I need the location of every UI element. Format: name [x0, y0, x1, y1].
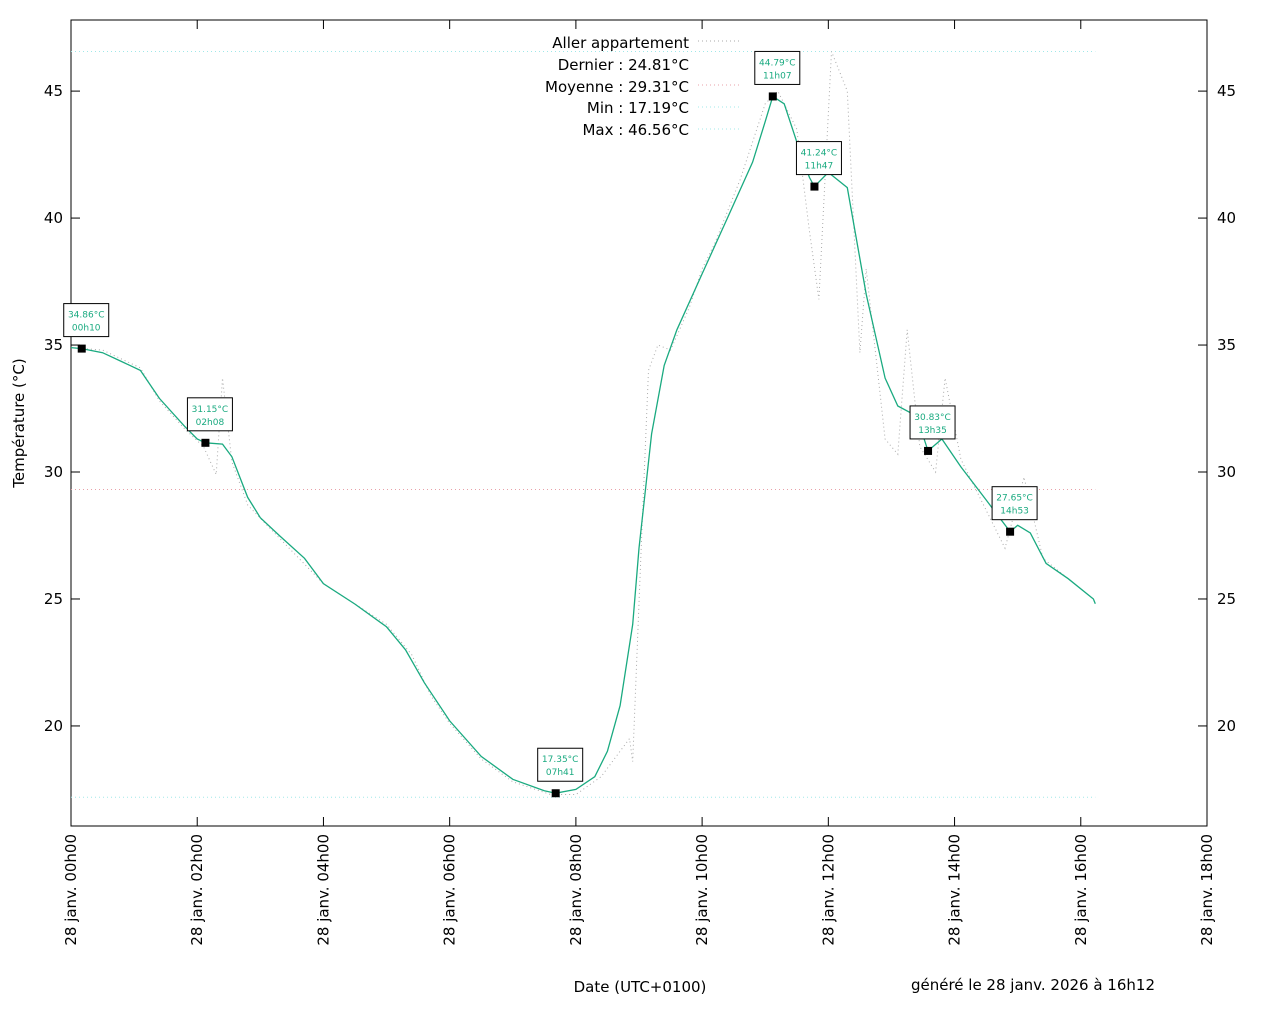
annotation-box: [991, 486, 1038, 521]
y-tick-label-right: 40: [1217, 209, 1236, 227]
annotation-time: 11h07: [763, 71, 792, 81]
annotation-box: [186, 397, 233, 432]
x-tick-label: 28 janv. 18h00: [1198, 834, 1216, 946]
annotation-marker: [77, 344, 86, 353]
x-tick-label: 28 janv. 02h00: [188, 834, 206, 946]
annotation-value: 30.83°C: [914, 413, 951, 423]
annotation-value: 34.86°C: [68, 311, 105, 321]
annotation-value: 17.35°C: [542, 755, 579, 765]
raw-series-line: [70, 51, 1096, 795]
annotation-box: [754, 50, 801, 85]
annotation: 34.86°C 00h10: [63, 303, 110, 353]
annotation-time: 11h47: [805, 162, 834, 172]
x-tick-label: 28 janv. 04h00: [314, 834, 332, 946]
legend-mean: Moyenne : 29.31°C: [545, 78, 689, 96]
y-tick-label: 30: [44, 463, 63, 481]
annotation-time: 00h10: [72, 324, 101, 334]
annotation-time: 02h08: [196, 418, 225, 428]
y-tick-label: 35: [44, 336, 63, 354]
annotation-time: 14h53: [1000, 507, 1029, 517]
annotation-box: [795, 141, 842, 176]
x-tick-label: 28 janv. 08h00: [567, 834, 585, 946]
annotation-box: [537, 747, 584, 782]
annotation-marker: [551, 789, 560, 798]
annotation-value: 31.15°C: [192, 405, 229, 415]
legend-min: Min : 17.19°C: [587, 99, 689, 117]
annotation-marker: [924, 446, 933, 455]
y-tick-label: 20: [44, 717, 63, 735]
y-tick-label: 25: [44, 590, 63, 608]
annotation-marker: [201, 438, 210, 447]
y-tick-label-right: 35: [1217, 336, 1236, 354]
x-tick-label: 28 janv. 14h00: [946, 834, 964, 946]
annotation-marker: [768, 92, 777, 101]
annotation-value: 41.24°C: [801, 149, 838, 159]
annotation-value: 27.65°C: [996, 494, 1033, 504]
annotation-marker: [810, 182, 819, 191]
annotation-box: [909, 405, 956, 440]
x-tick-label: 28 janv. 12h00: [819, 834, 837, 946]
annotation: 30.83°C 13h35: [909, 405, 956, 455]
legend-series: Aller appartement: [552, 34, 689, 52]
y-tick-label: 40: [44, 209, 63, 227]
annotation-marker: [1006, 527, 1015, 536]
annotation-time: 13h35: [918, 426, 947, 436]
y-tick-label: 45: [44, 82, 63, 100]
y-tick-label-right: 30: [1217, 463, 1236, 481]
x-tick-label: 28 janv. 10h00: [693, 834, 711, 946]
smoothed-series-line: [70, 95, 1096, 794]
legend-max: Max : 46.56°C: [582, 121, 689, 139]
annotation: 44.79°C 11h07: [754, 50, 801, 101]
annotation: 31.15°C 02h08: [186, 397, 233, 447]
x-axis-label: Date (UTC+0100): [574, 978, 707, 996]
annotation-time: 07h41: [546, 768, 575, 778]
x-tick-label: 28 janv. 00h00: [62, 834, 80, 946]
y-tick-label-right: 45: [1217, 82, 1236, 100]
generated-footer: généré le 28 janv. 2026 à 16h12: [911, 976, 1155, 994]
annotation: 41.24°C 11h47: [795, 141, 842, 191]
annotation-value: 44.79°C: [759, 58, 796, 68]
annotation: 17.35°C 07h41: [537, 747, 584, 798]
x-tick-label: 28 janv. 06h00: [441, 834, 459, 946]
y-axis-label: Température (°C): [10, 358, 28, 488]
plot-frame: [70, 19, 1208, 827]
annotation-box: [63, 303, 110, 338]
y-tick-label-right: 20: [1217, 717, 1236, 735]
x-tick-label: 28 janv. 16h00: [1072, 834, 1090, 946]
y-tick-label-right: 25: [1217, 590, 1236, 608]
annotation: 27.65°C 14h53: [991, 486, 1038, 536]
legend-last: Dernier : 24.81°C: [558, 56, 689, 74]
